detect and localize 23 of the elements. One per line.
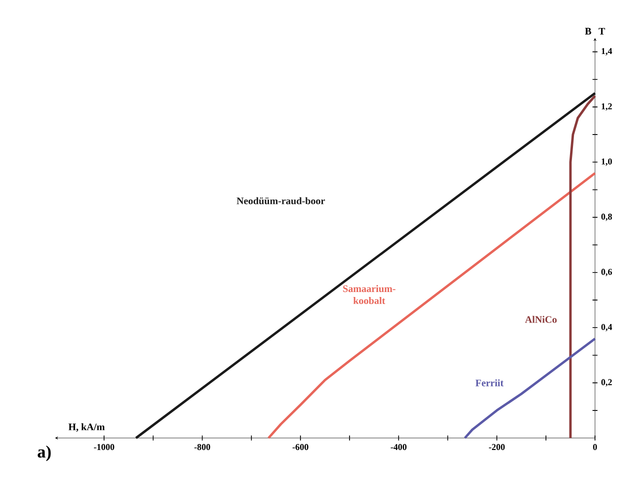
series-label: Samaarium-koobalt bbox=[343, 285, 396, 304]
x-tick-label: -1000 bbox=[94, 444, 114, 450]
x-tick-label: -400 bbox=[390, 444, 407, 450]
series-label: AlNiCo bbox=[525, 316, 557, 323]
x-tick-label: 0 bbox=[593, 444, 597, 450]
x-tick-label: -600 bbox=[292, 444, 308, 450]
text: a) bbox=[38, 446, 51, 462]
x-tick-label: -800 bbox=[194, 444, 210, 450]
y-tick-label: 0,4 bbox=[601, 324, 612, 332]
line-series bbox=[464, 337, 596, 440]
y-tick-label: 0,6 bbox=[601, 268, 612, 276]
y-tick-label: 0,2 bbox=[601, 379, 612, 387]
y-tick-label: 0,8 bbox=[601, 214, 612, 221]
x-tick-label: -200 bbox=[488, 444, 505, 450]
x-axis-title: H, kA/m bbox=[68, 423, 105, 432]
y-tick-label: 1,4 bbox=[602, 48, 612, 56]
line-series bbox=[569, 94, 596, 440]
y-axis-title: B bbox=[585, 28, 592, 34]
text: T bbox=[598, 28, 606, 34]
series-label: Ferriit bbox=[476, 379, 504, 386]
text: Neodüüm-raud-boor bbox=[236, 197, 325, 204]
y-tick-label: 1,0 bbox=[602, 158, 612, 166]
y-tick-label: 1,2 bbox=[602, 103, 612, 111]
